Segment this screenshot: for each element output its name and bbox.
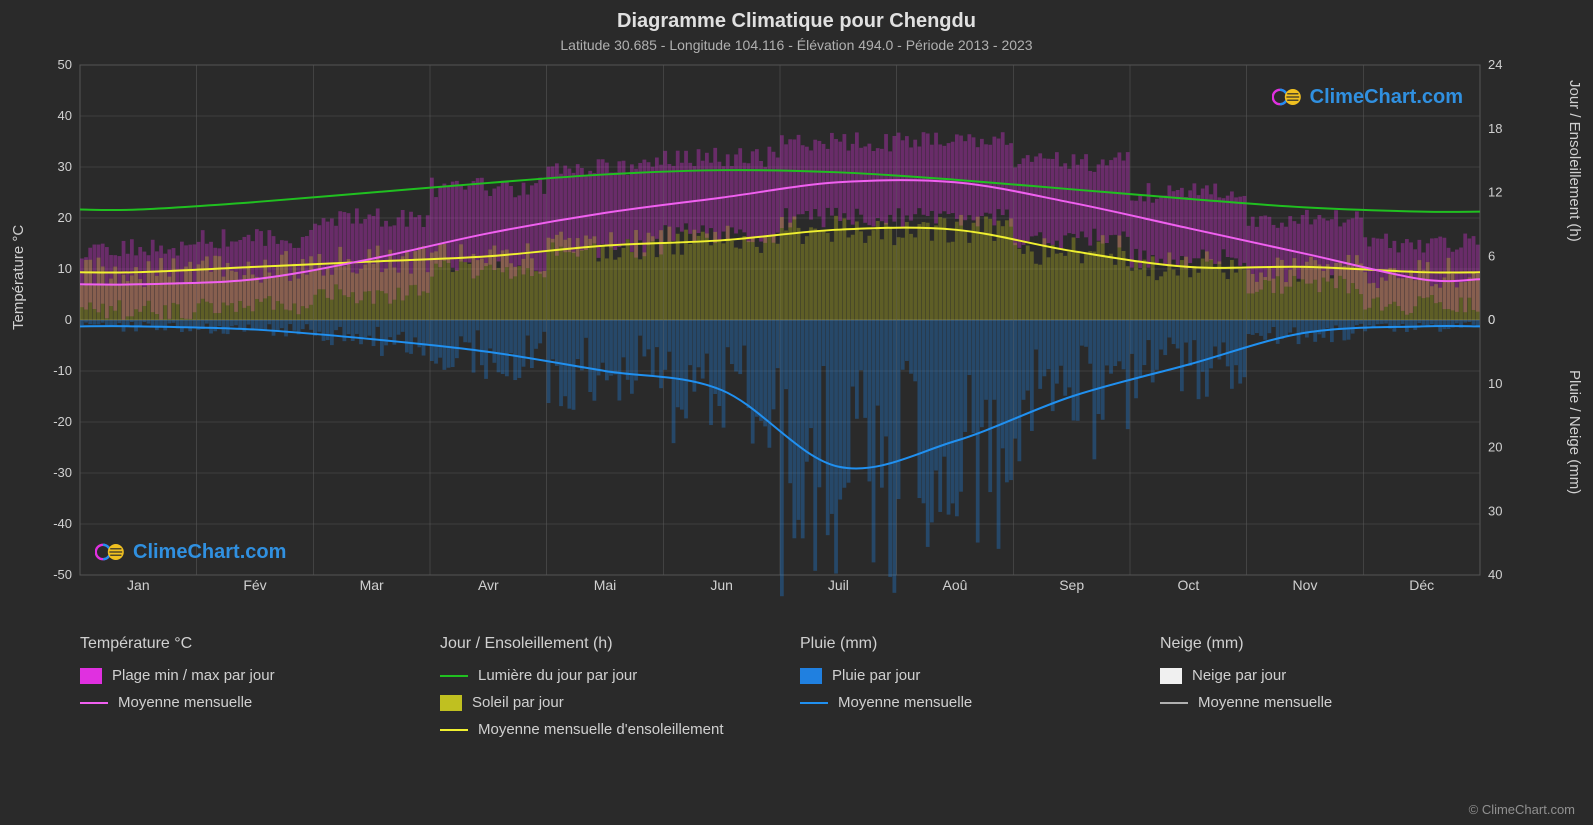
- legend-item: Moyenne mensuelle: [1160, 694, 1480, 711]
- legend-swatch-line: [440, 729, 468, 731]
- legend-label: Neige par jour: [1192, 667, 1286, 684]
- svg-text:Mai: Mai: [594, 577, 617, 593]
- legend-swatch-line: [80, 702, 108, 704]
- svg-text:Mar: Mar: [360, 577, 384, 593]
- svg-text:-30: -30: [53, 465, 72, 480]
- svg-text:-10: -10: [53, 363, 72, 378]
- svg-text:10: 10: [1488, 376, 1502, 391]
- legend-swatch-line: [1160, 702, 1188, 704]
- watermark-text: ClimeChart.com: [1310, 86, 1463, 109]
- y-axis-right-bottom-label: Pluie / Neige (mm): [1566, 370, 1583, 494]
- legend-item: Pluie par jour: [800, 667, 1120, 684]
- y-axis-left-label: Température °C: [10, 225, 27, 330]
- legend-heading: Jour / Ensoleillement (h): [440, 635, 760, 653]
- svg-text:-20: -20: [53, 414, 72, 429]
- svg-text:20: 20: [1488, 440, 1502, 455]
- chart-subtitle: Latitude 30.685 - Longitude 104.116 - Él…: [0, 33, 1593, 53]
- svg-text:Fév: Fév: [243, 577, 266, 593]
- legend-heading: Pluie (mm): [800, 635, 1120, 653]
- svg-text:Jun: Jun: [710, 577, 733, 593]
- y-axis-right-top-label: Jour / Ensoleillement (h): [1566, 80, 1583, 242]
- svg-text:Sep: Sep: [1059, 577, 1084, 593]
- svg-text:Déc: Déc: [1409, 577, 1434, 593]
- svg-text:6: 6: [1488, 248, 1495, 263]
- svg-text:20: 20: [58, 210, 72, 225]
- legend-swatch-rect: [1160, 668, 1182, 684]
- legend-col-temperature: Température °C Plage min / max par jour …: [80, 635, 400, 738]
- legend-item: Plage min / max par jour: [80, 667, 400, 684]
- svg-text:0: 0: [1488, 312, 1495, 327]
- svg-text:12: 12: [1488, 185, 1502, 200]
- legend-item: Moyenne mensuelle: [800, 694, 1120, 711]
- svg-text:30: 30: [58, 159, 72, 174]
- watermark-text: ClimeChart.com: [133, 541, 286, 564]
- svg-text:Jan: Jan: [127, 577, 150, 593]
- svg-text:10: 10: [58, 261, 72, 276]
- legend-label: Moyenne mensuelle: [838, 694, 972, 711]
- svg-text:30: 30: [1488, 503, 1502, 518]
- legend-swatch-rect: [80, 668, 102, 684]
- legend-col-rain: Pluie (mm) Pluie par jour Moyenne mensue…: [800, 635, 1120, 738]
- legend-label: Moyenne mensuelle d'ensoleillement: [478, 721, 724, 738]
- svg-text:24: 24: [1488, 57, 1502, 72]
- legend-item: Moyenne mensuelle: [80, 694, 400, 711]
- legend-label: Moyenne mensuelle: [118, 694, 252, 711]
- svg-text:40: 40: [58, 108, 72, 123]
- legend-item: Soleil par jour: [440, 694, 760, 711]
- legend-label: Moyenne mensuelle: [1198, 694, 1332, 711]
- climate-chart-container: Diagramme Climatique pour Chengdu Latitu…: [0, 0, 1593, 825]
- svg-text:Aoû: Aoû: [943, 577, 968, 593]
- legend-swatch-line: [440, 675, 468, 677]
- legend-label: Soleil par jour: [472, 694, 564, 711]
- chart-title: Diagramme Climatique pour Chengdu: [0, 0, 1593, 33]
- climechart-logo-icon: [1272, 85, 1304, 109]
- legend-swatch-rect: [800, 668, 822, 684]
- legend-label: Plage min / max par jour: [112, 667, 275, 684]
- svg-text:-40: -40: [53, 516, 72, 531]
- legend-swatch-line: [800, 702, 828, 704]
- chart-svg: -50-40-30-20-100102030405006121824010203…: [80, 65, 1480, 595]
- svg-text:18: 18: [1488, 121, 1502, 136]
- legend-col-snow: Neige (mm) Neige par jour Moyenne mensue…: [1160, 635, 1480, 738]
- legend-label: Pluie par jour: [832, 667, 920, 684]
- watermark-bottom-left: ClimeChart.com: [95, 540, 286, 564]
- watermark-top-right: ClimeChart.com: [1272, 85, 1463, 109]
- legend-heading: Température °C: [80, 635, 400, 653]
- legend-area: Température °C Plage min / max par jour …: [80, 635, 1480, 738]
- climechart-logo-icon: [95, 540, 127, 564]
- legend-label: Lumière du jour par jour: [478, 667, 637, 684]
- plot-area: -50-40-30-20-100102030405006121824010203…: [80, 65, 1480, 595]
- svg-text:-50: -50: [53, 567, 72, 582]
- svg-text:0: 0: [65, 312, 72, 327]
- legend-item: Lumière du jour par jour: [440, 667, 760, 684]
- copyright-text: © ClimeChart.com: [1469, 802, 1575, 817]
- svg-text:50: 50: [58, 57, 72, 72]
- legend-item: Neige par jour: [1160, 667, 1480, 684]
- svg-text:Nov: Nov: [1293, 577, 1318, 593]
- legend-col-daylight: Jour / Ensoleillement (h) Lumière du jou…: [440, 635, 760, 738]
- legend-item: Moyenne mensuelle d'ensoleillement: [440, 721, 760, 738]
- legend-swatch-rect: [440, 695, 462, 711]
- svg-text:40: 40: [1488, 567, 1502, 582]
- legend-heading: Neige (mm): [1160, 635, 1480, 653]
- svg-text:Juil: Juil: [828, 577, 849, 593]
- svg-text:Oct: Oct: [1177, 577, 1199, 593]
- svg-text:Avr: Avr: [478, 577, 499, 593]
